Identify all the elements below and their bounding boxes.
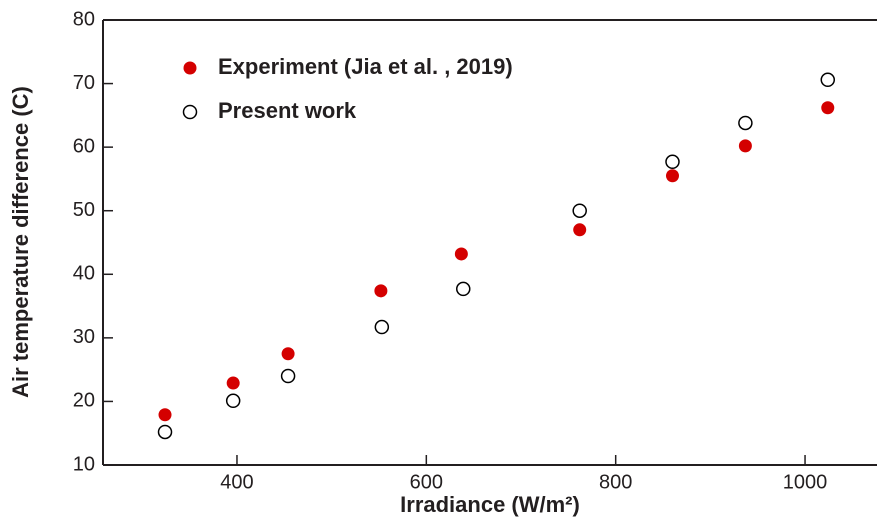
point: [665, 169, 679, 183]
point: [456, 281, 471, 297]
point: [225, 393, 241, 409]
point: [738, 139, 752, 153]
point: [157, 424, 173, 440]
y-tick-label: 10: [73, 453, 95, 475]
x-tick-label: 1000: [783, 471, 828, 493]
y-tick-label: 60: [73, 135, 95, 157]
y-tick-label: 70: [73, 72, 95, 94]
legend-marker: [183, 61, 197, 75]
point: [820, 72, 836, 88]
point: [281, 347, 295, 361]
point: [454, 247, 468, 261]
x-axis-label: Irradiance (W/m²): [400, 492, 580, 517]
point: [226, 376, 240, 390]
point: [821, 101, 835, 115]
y-axis-label: Air temperature difference (C): [8, 86, 33, 398]
x-tick-label: 400: [220, 471, 253, 493]
legend-marker: [182, 104, 198, 120]
legend-label: Experiment (Jia et al. , 2019): [218, 54, 513, 79]
x-tick-label: 800: [599, 471, 632, 493]
point: [280, 368, 296, 384]
y-tick-label: 80: [73, 8, 95, 30]
y-tick-label: 40: [73, 263, 95, 285]
y-tick-label: 50: [73, 199, 95, 221]
point: [573, 223, 587, 237]
point: [738, 115, 753, 131]
point: [158, 408, 172, 422]
y-tick-label: 30: [73, 326, 95, 348]
point: [572, 203, 587, 218]
point: [374, 319, 390, 335]
point: [374, 284, 388, 298]
x-tick-label: 600: [410, 471, 443, 493]
point: [665, 154, 680, 170]
legend-label: Present work: [218, 98, 357, 123]
y-tick-label: 20: [73, 390, 95, 412]
